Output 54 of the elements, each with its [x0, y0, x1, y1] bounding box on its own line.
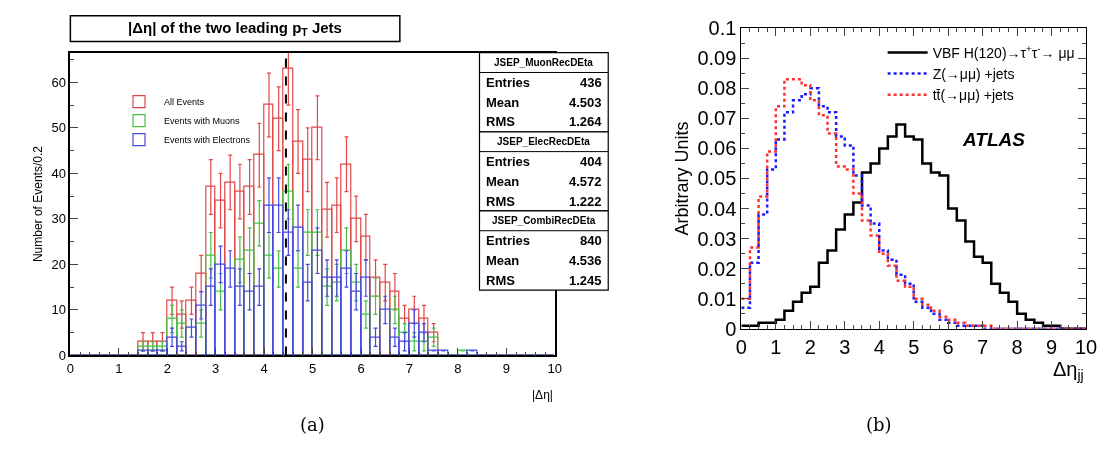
x-tick-label: 1 — [115, 360, 123, 376]
y-tick-label: 10 — [51, 302, 67, 318]
y-tick-label: 0.08 — [697, 77, 737, 100]
y-tick-label: 0.09 — [697, 47, 737, 70]
legend-label: Events with Muons — [164, 116, 241, 127]
y-tick-label: 0.03 — [697, 227, 737, 250]
y-tick-label: 0.07 — [697, 107, 737, 130]
x-tick-label: 5 — [308, 360, 317, 376]
legend-label: VBF H(120)→τ$^{+}$τ$^{-}$→ μμ — [932, 42, 1075, 61]
y-tick-label: 0.04 — [697, 197, 737, 220]
x-axis-title: |Δη| — [532, 388, 553, 402]
x-tick-label: 2 — [804, 335, 816, 358]
chart-title: |Δη| of the two leading p$_{T}$ Jets — [128, 19, 342, 39]
y-tick-label: 20 — [51, 256, 67, 272]
text: JSEP_CombiRecDEta Entries 840 Mean 4.536 RMS 1.245 — [486, 215, 602, 288]
x-tick-label: 4 — [260, 360, 268, 376]
x-tick-label: 3 — [212, 360, 220, 376]
text: JSEP_ElecRecDEta Entries 404 Mean 4.572 RMS 1.222 — [486, 136, 602, 209]
legend-label: tt̄(→μμ) +jets — [932, 87, 1014, 104]
x-tick-label: 7 — [977, 335, 989, 358]
y-tick-label: 0.05 — [697, 167, 737, 190]
y-tick-label: 0.1 — [708, 17, 737, 40]
x-tick-label: 4 — [873, 335, 885, 358]
x-tick-label: 9 — [502, 360, 510, 376]
y-tick-label: 0 — [725, 317, 737, 340]
annotation: ATLAS — [962, 129, 1026, 150]
y-tick-label: 60 — [51, 74, 67, 90]
y-tick-label: 0.02 — [697, 257, 737, 280]
x-tick-label: 8 — [1011, 335, 1023, 358]
y-tick-label: 0.06 — [697, 137, 737, 160]
text: (a) — [300, 414, 325, 435]
x-tick-label: 5 — [908, 335, 920, 358]
x-tick-label: 2 — [163, 360, 171, 376]
x-tick-label: 6 — [357, 360, 365, 376]
y-axis-title: Arbitrary Units — [671, 121, 692, 236]
y-tick-label: 30 — [51, 211, 67, 227]
x-tick-label: 3 — [839, 335, 851, 358]
legend-label: Z(→μμ) +jets — [932, 66, 1015, 83]
y-tick-label: 50 — [51, 120, 67, 136]
x-tick-label: 6 — [942, 335, 954, 358]
text: JSEP_MuonRecDEta Entries 436 Mean 4.503 RMS 1.264 — [486, 57, 602, 129]
legend-label: Events with Electrons — [164, 135, 251, 146]
x-tick-label: 10 — [1074, 335, 1098, 358]
x-tick-label: 7 — [405, 360, 414, 376]
text: (b) — [866, 414, 892, 435]
y-tick-label: 0.01 — [697, 287, 737, 310]
x-tick-label: 1 — [770, 335, 782, 358]
legend-label: All Events — [164, 97, 205, 108]
y-axis-title: Number of Events/0.2 — [31, 145, 46, 263]
x-tick-label: 10 — [547, 360, 562, 376]
x-tick-label: 8 — [454, 360, 462, 376]
x-axis-title: Δη$_{jj}$ — [1053, 358, 1084, 384]
x-tick-label: 9 — [1046, 335, 1058, 358]
y-tick-label: 40 — [51, 165, 67, 181]
